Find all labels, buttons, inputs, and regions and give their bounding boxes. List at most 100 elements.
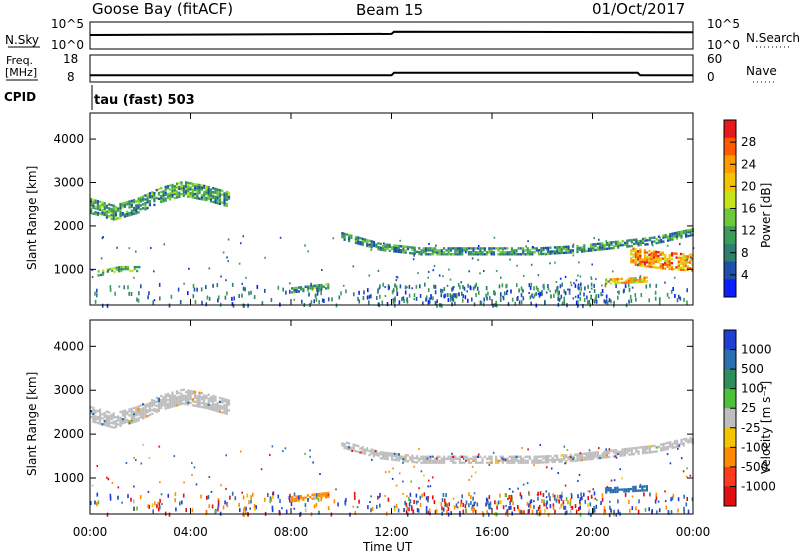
heatmap-cell: [379, 451, 382, 454]
heatmap-cell: [456, 247, 459, 250]
heatmap-cell: [108, 207, 111, 210]
heatmap-cell: [200, 392, 203, 395]
heatmap-cell: [479, 251, 482, 254]
heatmap-cell: [669, 233, 672, 236]
scatter-cell: [486, 296, 488, 301]
scatter-cell: [293, 507, 296, 510]
heatmap-cell: [185, 396, 188, 400]
scatter-cell: [354, 495, 356, 500]
heatmap-cell: [655, 238, 658, 241]
heatmap-cell: [108, 421, 111, 424]
heatmap-cell: [171, 193, 174, 196]
scatter-cell: [118, 285, 121, 288]
heatmap-cell: [427, 455, 430, 458]
heatmap-cell: [587, 458, 590, 461]
heatmap-cell: [196, 187, 199, 190]
heatmap-cell: [155, 410, 158, 413]
heatmap-cell: [128, 420, 131, 423]
heatmap-cell: [556, 458, 559, 461]
heatmap-cell: [580, 458, 584, 462]
heatmap-cell: [639, 241, 642, 245]
heatmap-cell: [528, 251, 532, 254]
heatmap-cell: [648, 255, 651, 258]
heatmap-cell: [558, 249, 561, 253]
heatmap-cell: [94, 415, 97, 418]
heatmap-cell: [526, 455, 529, 458]
heatmap-cell: [465, 459, 468, 462]
heatmap-cell: [657, 239, 660, 242]
heatmap-cell: [151, 404, 154, 408]
heatmap-cell: [391, 246, 394, 249]
heatmap-cell: [594, 244, 597, 248]
scatter-cell: [589, 291, 591, 293]
x-tick-label: 00:00: [676, 525, 711, 539]
heatmap-cell: [542, 246, 545, 250]
heatmap-cell: [634, 253, 637, 257]
scatter-cell: [612, 270, 614, 273]
scatter-cell: [284, 447, 287, 450]
heatmap-cell: [180, 394, 183, 398]
scatter-cell: [457, 282, 460, 287]
scatter-cell: [559, 494, 561, 499]
scatter-cell: [683, 509, 685, 514]
heatmap-cell: [605, 247, 608, 250]
heatmap-cell: [481, 461, 484, 464]
heatmap-cell: [164, 189, 167, 192]
scatter-cell: [595, 504, 598, 509]
scatter-cell: [597, 294, 600, 299]
scatter-cell: [659, 236, 661, 239]
heatmap-cell: [420, 455, 423, 458]
heatmap-cell: [458, 461, 461, 464]
scatter-cell: [194, 300, 197, 304]
scatter-cell: [601, 497, 604, 502]
heatmap-cell: [295, 288, 298, 291]
cpid-label: CPID: [4, 90, 36, 104]
scatter-cell: [225, 279, 227, 282]
scatter-cell: [290, 502, 293, 507]
scatter-cell: [354, 511, 356, 515]
heatmap-cell: [133, 206, 136, 210]
scatter-cell: [512, 490, 514, 493]
scatter-cell: [588, 299, 591, 304]
scatter-cell: [558, 290, 560, 295]
heatmap-cell: [139, 208, 142, 211]
heatmap-cell: [643, 258, 646, 262]
scatter-cell: [470, 500, 472, 505]
heatmap-cell: [218, 190, 222, 194]
heatmap-cell: [668, 259, 671, 263]
heatmap-cell: [592, 249, 595, 252]
scatter-cell: [608, 298, 611, 303]
scatter-cell: [470, 475, 473, 478]
scatter-cell: [434, 301, 437, 305]
heatmap-cell: [182, 194, 185, 197]
heatmap-cell: [200, 186, 203, 189]
heatmap-cell: [187, 401, 190, 404]
heatmap-cell: [203, 190, 206, 193]
heatmap-cell: [632, 261, 635, 264]
heatmap-cell: [162, 398, 165, 401]
freq-right-tick-top: 60: [707, 52, 722, 66]
heatmap-cell: [637, 446, 640, 449]
heatmap-cell: [626, 451, 629, 455]
scatter-cell: [222, 251, 225, 254]
heatmap-cell: [612, 455, 615, 458]
heatmap-cell: [646, 255, 649, 258]
heatmap-cell: [121, 213, 124, 217]
heatmap-cell: [103, 203, 106, 207]
heatmap-cell: [456, 249, 459, 252]
heatmap-cell: [671, 232, 674, 235]
scatter-cell: [436, 508, 438, 513]
heatmap-cell: [377, 454, 380, 457]
scatter-cell: [610, 508, 612, 513]
colorbar-swatch: [724, 226, 736, 245]
scatter-cell: [537, 506, 540, 511]
heatmap-cell: [632, 485, 635, 489]
heatmap-cell: [673, 233, 676, 237]
scatter-cell: [609, 500, 611, 503]
heatmap-cell: [621, 450, 624, 453]
scatter-cell: [353, 491, 356, 496]
scatter-cell: [148, 504, 151, 509]
scatter-cell: [388, 285, 390, 290]
heatmap-cell: [664, 442, 667, 445]
heatmap-cell: [614, 278, 617, 281]
